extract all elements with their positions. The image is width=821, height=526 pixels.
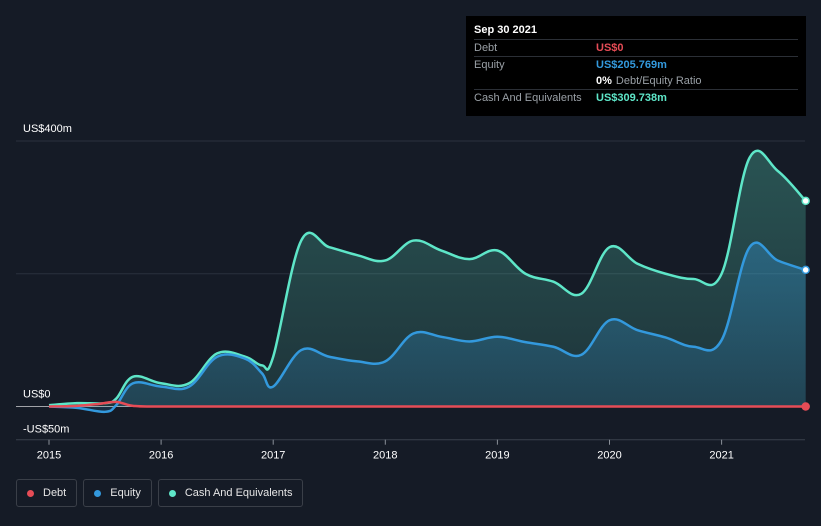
legend-item-cash[interactable]: Cash And Equivalents xyxy=(157,479,304,507)
legend-item-debt[interactable]: Debt xyxy=(16,479,78,507)
tooltip-value-debt: US$0 xyxy=(596,42,624,54)
tooltip-row-ratio: 0% Debt/Equity Ratio xyxy=(474,73,798,89)
tooltip-ratio-label: Debt/Equity Ratio xyxy=(615,75,702,87)
series-lines xyxy=(48,149,807,414)
legend-dot-icon xyxy=(168,489,176,497)
x-tick-label: 2015 xyxy=(37,450,61,462)
legend-label: Cash And Equivalents xyxy=(184,487,293,499)
tooltip-value-equity: US$205.769m xyxy=(596,59,667,71)
x-tick-label: 2017 xyxy=(261,450,285,462)
x-tick-label: 2018 xyxy=(373,450,397,462)
area-equity xyxy=(49,242,806,412)
tooltip-row-equity: Equity US$205.769m xyxy=(474,56,798,73)
legend-dot-icon xyxy=(27,489,34,497)
y-tick-label: -US$50m xyxy=(23,423,69,435)
chart-legend: Debt Equity Cash And Equivalents xyxy=(16,479,304,507)
legend-label: Debt xyxy=(43,487,67,499)
legend-dot-icon xyxy=(94,489,102,497)
x-tick-label: 2019 xyxy=(485,450,509,462)
tooltip-row-debt: Debt US$0 xyxy=(474,39,798,56)
tooltip-date: Sep 30 2021 xyxy=(474,24,537,36)
tooltip-label: Debt xyxy=(474,42,498,54)
axes: US$400m US$0 -US$50m 2015 2016 2017 2018 2019 20… xyxy=(23,123,734,462)
y-tick-label: US$400m xyxy=(23,123,72,135)
end-marker-debt xyxy=(801,402,810,411)
end-markers xyxy=(801,196,810,411)
end-marker-equity xyxy=(801,265,810,275)
legend-label: Equity xyxy=(110,487,141,499)
tooltip-value-ratio: 0% xyxy=(596,75,612,87)
end-marker-cash-and-equivalents xyxy=(801,196,810,206)
tooltip-value-cash: US$309.738m xyxy=(596,92,667,104)
legend-item-equity[interactable]: Equity xyxy=(83,479,152,507)
series-areas xyxy=(49,150,806,412)
tooltip-row-cash: Cash And Equivalents US$309.738m xyxy=(474,89,798,106)
x-tick-label: 2021 xyxy=(709,450,733,462)
x-tick-label: 2020 xyxy=(597,450,621,462)
tooltip-label: Cash And Equivalents xyxy=(474,92,582,104)
line-cash-and-equivalents xyxy=(48,149,807,407)
y-tick-label: US$0 xyxy=(23,389,51,401)
line-debt xyxy=(48,400,806,408)
tooltip-label: Equity xyxy=(474,59,505,71)
tooltip-panel: Sep 30 2021 Debt US$0 Equity US$205.769m… xyxy=(466,16,806,116)
tooltip-label xyxy=(474,73,596,89)
line-equity xyxy=(48,241,807,414)
x-tick-label: 2016 xyxy=(149,450,173,462)
